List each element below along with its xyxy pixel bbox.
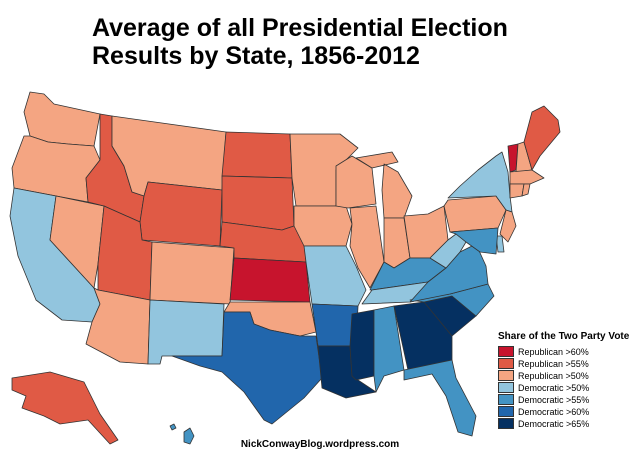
legend-title: Share of the Two Party Vote [498,331,630,342]
legend-label: Republican >50% [518,370,589,381]
legend-label: Democratic >55% [518,394,590,405]
legend-item: Republican >55% [498,358,638,369]
legend-label: Democratic >65% [518,418,590,429]
legend-swatch [498,382,514,393]
state-il [349,205,385,289]
legend-swatch [498,346,514,357]
legend-swatch [498,358,514,369]
state-tx [171,311,323,425]
state-sd [221,175,295,231]
state-ks [229,257,311,303]
state-nd [221,131,293,179]
legend-swatch [498,370,514,381]
legend: Share of the Two Party Vote Republican >… [498,331,638,430]
legend-label: Democratic >60% [518,406,590,417]
credit-text: NickConwayBlog.wordpress.com [240,439,400,450]
state-ms [349,309,375,381]
state-wi [335,155,377,209]
state-ia [293,205,353,247]
legend-swatch [498,406,514,417]
state-ri [521,183,531,197]
legend-items: Republican >60% Republican >55% Republican… [498,346,638,429]
state-nm [147,299,225,365]
state-me [523,105,561,171]
legend-swatch [498,394,514,405]
state-hi [169,423,195,445]
state-ny [447,151,513,213]
legend-label: Republican >55% [518,358,589,369]
map-title-line-2: Results by State, 1856-2012 [92,42,420,70]
legend-item: Republican >60% [498,346,638,357]
legend-item: Democratic >50% [498,382,638,393]
legend-label: Republican >60% [518,346,589,357]
state-ak [11,371,119,445]
legend-swatch [498,418,514,429]
legend-item: Democratic >55% [498,394,638,405]
state-ma [509,169,545,185]
state-co [149,241,235,305]
map-title: Average of all Presidential Election Res… [92,14,612,70]
legend-item: Republican >50% [498,370,638,381]
state-de [495,235,505,253]
state-fl [403,359,477,437]
legend-label: Democratic >50% [518,382,590,393]
state-wy [139,181,223,247]
legend-item: Democratic >60% [498,406,638,417]
legend-item: Democratic >65% [498,418,638,429]
state-md [449,227,499,255]
state-nj [499,209,517,243]
state-mo [303,245,367,307]
state-pa [443,195,507,233]
map-title-line-1: Average of all Presidential Election [92,14,508,42]
